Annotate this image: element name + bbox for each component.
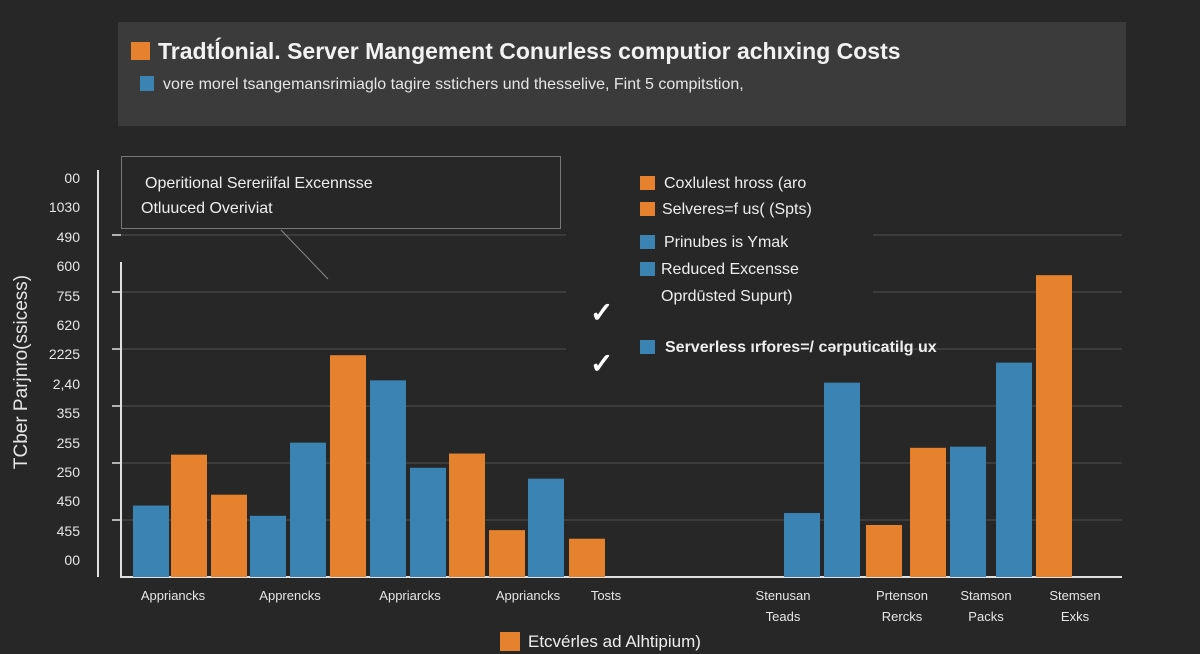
header-panel bbox=[118, 22, 1126, 126]
y-tick-label: 2,40 bbox=[52, 375, 80, 392]
legend-item-1: Coxlulest hross (aro bbox=[664, 175, 807, 192]
legend-item-2: Selveres=f us( (Spts) bbox=[662, 201, 812, 218]
bar-orange bbox=[1036, 275, 1072, 577]
bar-orange bbox=[866, 524, 902, 577]
bar-orange bbox=[910, 447, 946, 577]
annotation-leader-line bbox=[280, 229, 329, 280]
bar-blue bbox=[950, 446, 986, 577]
y-tick-label: 00 bbox=[64, 552, 80, 569]
legend-item-5: Oprdūsted Supurt) bbox=[661, 288, 793, 305]
bottom-legend-swatch-orange-icon bbox=[500, 632, 520, 651]
bar-blue bbox=[824, 382, 860, 577]
x-tick-label: Appriancks bbox=[495, 588, 561, 603]
bar-blue bbox=[528, 478, 564, 577]
legend-swatch-blue-icon bbox=[640, 235, 655, 249]
legend-item-4: Reduced Excensse bbox=[661, 261, 799, 278]
bar-orange bbox=[489, 530, 525, 577]
legend-item-3: Prinubes is Ymak bbox=[664, 234, 789, 251]
chart-title: Tradtĺonial. Server Mangement Conurless … bbox=[158, 38, 901, 64]
bar-blue bbox=[370, 380, 406, 577]
x-tick-label: Apprencks bbox=[259, 588, 321, 603]
bar-orange bbox=[171, 454, 207, 577]
bar-blue bbox=[996, 362, 1032, 577]
x-tick-label: Stemsen Exks bbox=[1049, 588, 1101, 624]
x-tick-label: Stenusan Teads bbox=[755, 588, 811, 624]
x-tick-label: Prtenson Rercks bbox=[875, 588, 929, 624]
bar-blue bbox=[784, 512, 820, 577]
legend-swatch-orange-icon bbox=[640, 202, 655, 216]
legend-swatch-blue-icon bbox=[640, 340, 655, 354]
bar-orange bbox=[211, 494, 247, 577]
x-tick-label: Appriarcks bbox=[379, 588, 441, 603]
annotation-box bbox=[121, 156, 561, 229]
bar-blue bbox=[410, 467, 446, 577]
legend-swatch-blue-icon bbox=[640, 262, 655, 276]
y-tick-label: 755 bbox=[56, 287, 80, 304]
y-tick-label: 250 bbox=[56, 464, 80, 480]
bar-blue bbox=[290, 442, 326, 577]
subtitle-blue-marker-icon bbox=[140, 76, 154, 91]
y-tick-label: 00 bbox=[64, 170, 80, 186]
bar-orange bbox=[330, 355, 366, 577]
bar-orange bbox=[449, 453, 485, 577]
x-tick-label: Appriancks bbox=[140, 588, 206, 603]
y-tick-label: 490 bbox=[56, 228, 80, 245]
y-tick-label: 355 bbox=[56, 405, 80, 422]
y-tick-label: 1030 bbox=[48, 199, 80, 216]
check-icon: ✓ bbox=[590, 297, 614, 328]
title-orange-marker-icon bbox=[131, 42, 150, 60]
y-tick-label: 2225 bbox=[48, 346, 80, 363]
bar-orange bbox=[569, 538, 605, 577]
y-tick-label: 450 bbox=[56, 493, 80, 510]
legend-swatch-orange-icon bbox=[640, 176, 655, 190]
legend-item-6: Serverless ırfores=/ cərputicatilg ux bbox=[665, 339, 937, 356]
x-tick-label: Tosts bbox=[590, 588, 622, 603]
y-tick-label: 600 bbox=[56, 258, 80, 275]
bar-blue bbox=[250, 515, 286, 577]
check-icon: ✓ bbox=[590, 348, 614, 379]
bottom-legend-label: Etcvérles ad Alhtipium) bbox=[528, 632, 701, 651]
x-tick-label: Stamson Packs bbox=[960, 588, 1012, 624]
bar-blue bbox=[133, 505, 169, 577]
y-tick-label: 455 bbox=[56, 522, 80, 539]
annotation-line-1: Operitional Sereriifal Excennsse bbox=[145, 175, 373, 192]
y-tick-label: 620 bbox=[56, 317, 80, 333]
y-tick-label: 255 bbox=[56, 434, 80, 451]
annotation-line-2: Otluuced Overiviat bbox=[141, 200, 273, 217]
chart-subtitle: vore morel tsangemansrimiaglo tagire sst… bbox=[163, 76, 744, 93]
